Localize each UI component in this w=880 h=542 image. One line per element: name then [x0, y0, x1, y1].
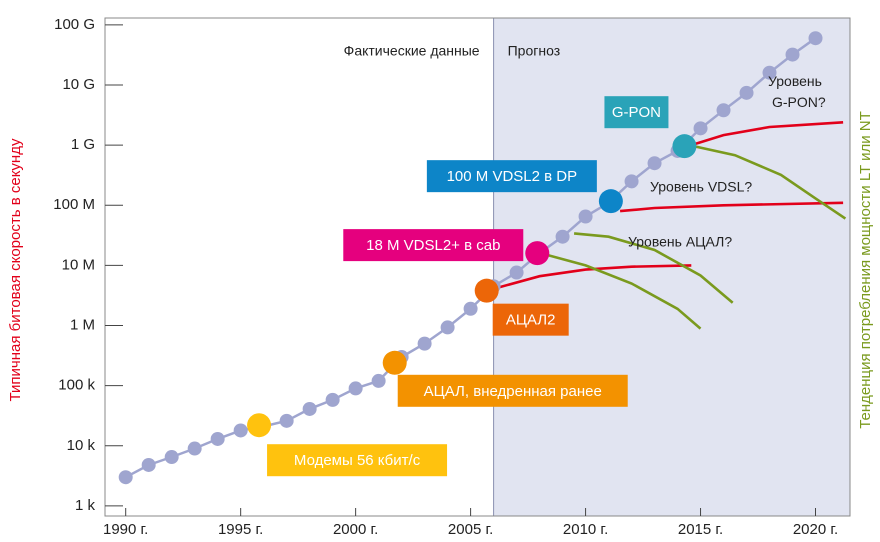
trend-point: [578, 209, 593, 224]
milestone-label: АЦАЛ2: [506, 312, 556, 329]
milestone-point: [598, 189, 623, 214]
level-curve: [486, 264, 692, 292]
level-label-line: G-PON?: [772, 94, 826, 110]
trend-point: [164, 450, 179, 465]
milestone-box: [397, 374, 628, 407]
trend-point: [325, 392, 340, 407]
trend-point: [647, 156, 662, 171]
milestone-label: 100 M VDSL2 в DP: [447, 168, 578, 185]
milestone-label: G-PON: [612, 104, 661, 121]
trend-point: [555, 229, 570, 244]
trend-point: [233, 423, 248, 438]
trend-point: [417, 336, 432, 351]
trend-point: [371, 373, 386, 388]
milestone-box: [426, 160, 597, 193]
y-tick-label: 1 M: [70, 316, 95, 333]
x-tick-label: 2005 г.: [448, 521, 493, 538]
trend-point: [693, 121, 708, 136]
y-tick-label: 1 G: [71, 136, 95, 153]
milestone-point: [247, 413, 272, 438]
milestone-box: [343, 229, 524, 262]
y2-axis-label: Тенденция потребления мощности LT или NT: [857, 111, 874, 429]
milestone-point: [474, 278, 499, 303]
x-tick-label: 2000 г.: [333, 521, 378, 538]
x-tick-label: 2015 г.: [678, 521, 723, 538]
milestone-point: [382, 350, 407, 375]
level-label-line: Уровень: [768, 73, 822, 89]
level-label: Уровень VDSL?: [650, 179, 752, 195]
x-tick-label: 1990 г.: [103, 521, 148, 538]
milestone-box: [604, 96, 669, 129]
level-curve: [688, 143, 847, 220]
y-tick-label: 1 k: [75, 497, 96, 514]
trend-point: [302, 401, 317, 416]
y-tick-label: 100 k: [58, 377, 95, 394]
milestone-box: [267, 444, 448, 477]
trend-point: [785, 47, 800, 62]
trend-point: [141, 457, 156, 472]
level-curve: [546, 253, 702, 330]
level-curve: [573, 232, 734, 304]
milestone-label: 18 M VDSL2+ в cab: [366, 237, 500, 254]
trend-point: [739, 85, 754, 100]
milestone-label: АЦАЛ, внедренная ранее: [424, 383, 602, 400]
level-curve: [619, 201, 844, 213]
milestone-point: [672, 134, 697, 159]
trend-point: [118, 470, 133, 485]
y-tick-label: 100 G: [54, 16, 95, 33]
plot-frame: [104, 17, 851, 517]
y-tick-label: 10 G: [62, 76, 95, 93]
trend-point: [716, 103, 731, 118]
y-tick-label: 100 M: [53, 196, 95, 213]
y-tick-label: 10 M: [62, 256, 95, 273]
y-tick-label: 10 k: [67, 437, 96, 454]
trend-point: [279, 413, 294, 428]
y-axis-label: Типичная битовая скорость в секунду: [7, 138, 24, 401]
trend-point: [509, 265, 524, 280]
x-tick-label: 2010 г.: [563, 521, 608, 538]
trend-point: [624, 174, 639, 189]
level-label: Уровень АЦАЛ?: [628, 234, 732, 250]
level-curve: [690, 121, 844, 147]
trend-point: [348, 381, 363, 396]
trend-point: [210, 431, 225, 446]
trend-point: [808, 31, 823, 46]
trend-point: [762, 65, 777, 80]
trend-point: [463, 301, 478, 316]
x-tick-label: 1995 г.: [218, 521, 263, 538]
trend-point: [187, 441, 202, 456]
milestone-label: Модемы 56 кбит/с: [294, 452, 421, 469]
trend-point: [440, 320, 455, 335]
region-label: Прогноз: [508, 43, 561, 59]
milestone-box: [492, 303, 569, 336]
region-label: Фактические данные: [344, 43, 480, 59]
x-tick-label: 2020 г.: [793, 521, 838, 538]
milestone-point: [525, 241, 550, 266]
level-label: Уровень G-PON?: [768, 73, 826, 110]
